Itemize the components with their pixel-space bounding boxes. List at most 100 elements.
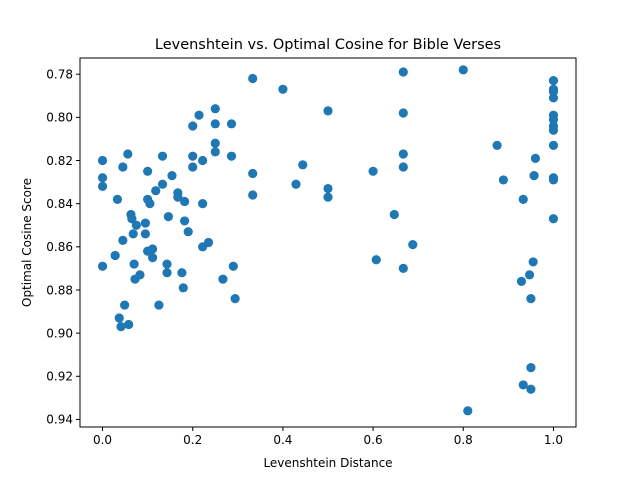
y-tick-label: 0.78: [46, 67, 73, 81]
data-point: [128, 229, 138, 239]
data-point: [524, 270, 535, 280]
data-point: [118, 235, 128, 245]
data-point: [203, 237, 214, 248]
data-point: [218, 274, 228, 284]
x-axis-ticks: 0.0 0.2 0.4 0.6 0.8 1.0: [93, 427, 563, 447]
data-point: [389, 209, 399, 220]
data-point: [248, 168, 258, 179]
y-axis-label: Optimal Cosine Score: [20, 178, 34, 307]
data-point: [518, 194, 528, 204]
data-point: [97, 173, 108, 183]
data-point: [323, 106, 333, 116]
data-point: [548, 140, 559, 150]
data-point: [210, 104, 220, 114]
data-point: [194, 110, 204, 120]
data-point: [140, 218, 150, 228]
data-point: [162, 259, 172, 269]
data-point: [248, 73, 258, 84]
data-point: [368, 166, 378, 176]
data-point: [112, 194, 123, 204]
data-points: [97, 65, 559, 416]
x-tick-label: 0.4: [273, 433, 292, 447]
y-tick-label: 0.82: [46, 154, 73, 168]
data-point: [516, 276, 527, 286]
data-point: [530, 153, 541, 163]
y-tick-label: 0.94: [46, 413, 73, 427]
data-point: [228, 261, 238, 271]
y-tick-label: 0.80: [46, 111, 73, 125]
data-point: [226, 151, 237, 161]
data-point: [548, 76, 559, 86]
data-point: [145, 199, 155, 209]
data-point: [110, 250, 120, 261]
data-point: [97, 261, 108, 271]
data-point: [97, 181, 108, 191]
data-point: [198, 155, 208, 166]
data-point: [548, 114, 559, 125]
data-point: [548, 214, 559, 224]
data-point: [408, 240, 418, 250]
x-tick-label: 0.2: [183, 433, 202, 447]
data-point: [492, 140, 502, 150]
data-point: [528, 257, 538, 267]
data-point: [529, 171, 539, 181]
data-point: [458, 65, 468, 75]
data-point: [177, 268, 187, 278]
data-point: [180, 196, 190, 207]
data-point: [148, 244, 158, 254]
data-point: [127, 214, 137, 224]
data-point: [210, 147, 220, 157]
data-point: [498, 175, 508, 185]
y-tick-label: 0.88: [46, 283, 73, 297]
data-point: [124, 319, 134, 330]
data-point: [526, 384, 536, 394]
data-point: [371, 255, 381, 265]
data-point: [116, 322, 126, 332]
data-point: [183, 227, 193, 237]
data-point: [157, 151, 168, 161]
data-point: [135, 270, 145, 280]
data-point: [210, 119, 220, 129]
data-point: [398, 67, 408, 77]
data-point: [178, 283, 188, 293]
data-point: [398, 162, 408, 172]
data-point: [157, 179, 168, 189]
data-point: [120, 300, 130, 310]
data-point: [323, 183, 333, 194]
y-axis-ticks: 0.78 0.80 0.82 0.84 0.86 0.88 0.90 0.92 0.94: [46, 67, 80, 427]
x-tick-label: 0.6: [364, 433, 383, 447]
x-tick-label: 0.8: [454, 433, 473, 447]
data-point: [398, 108, 408, 118]
data-point: [198, 199, 208, 209]
data-point: [230, 294, 240, 304]
data-point: [526, 294, 536, 304]
data-point: [298, 160, 308, 170]
data-point: [291, 179, 301, 189]
data-point: [398, 149, 408, 159]
data-point: [131, 220, 141, 230]
y-tick-label: 0.86: [46, 240, 73, 254]
data-point: [118, 162, 128, 172]
data-point: [548, 86, 559, 97]
data-point: [163, 212, 173, 222]
data-point: [278, 84, 288, 94]
data-point: [114, 313, 124, 323]
data-point: [526, 363, 536, 373]
data-point: [151, 186, 161, 196]
y-tick-label: 0.90: [46, 326, 73, 340]
data-point: [129, 259, 139, 269]
data-point: [188, 162, 198, 172]
data-point: [180, 216, 190, 226]
data-point: [123, 149, 133, 159]
plot-frame: [79, 57, 577, 428]
x-tick-label: 0.0: [93, 433, 112, 447]
x-axis-label: Levenshtein Distance: [263, 456, 392, 470]
data-point: [210, 138, 220, 148]
data-point: [463, 406, 473, 416]
data-point: [398, 263, 408, 273]
data-point: [162, 268, 172, 278]
data-point: [323, 192, 333, 202]
data-point: [173, 192, 183, 202]
